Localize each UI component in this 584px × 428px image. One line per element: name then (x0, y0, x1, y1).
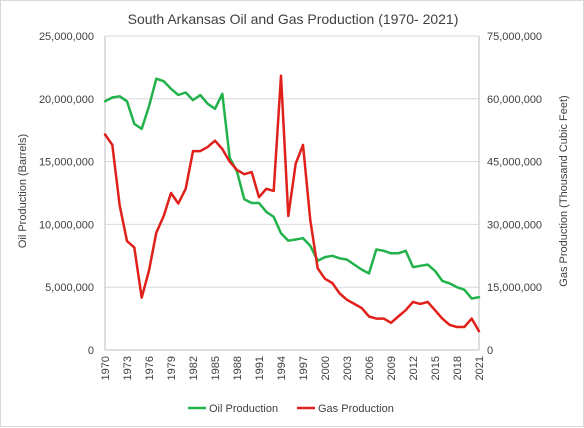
right-tick-label: 15,000,000 (487, 282, 542, 294)
right-tick-label: 60,000,000 (487, 94, 542, 106)
right-axis-ticks: 0 15,000,000 30,000,000 45,000,000 60,000,00… (487, 31, 542, 357)
x-tick-label: 2000 (320, 356, 332, 380)
series-layer (103, 74, 481, 333)
oil-production-line (103, 77, 481, 300)
legend-label-oil: Oil Production (209, 403, 278, 415)
left-axis-label: Oil Production (Barrels) (17, 134, 29, 248)
legend: Oil Production Gas Production (188, 403, 394, 415)
x-tick-label: 1982 (188, 356, 200, 380)
chart-title: South Arkansas Oil and Gas Production (1… (128, 11, 459, 27)
x-tick-label: 1997 (298, 356, 310, 380)
left-tick-label: 0 (88, 345, 94, 357)
right-tick-label: 75,000,000 (487, 31, 542, 43)
left-tick-label: 20,000,000 (39, 94, 94, 106)
right-tick-label: 45,000,000 (487, 157, 542, 169)
x-tick-label: 2015 (430, 356, 442, 380)
right-tick-label: 0 (487, 345, 493, 357)
x-tick-label: 1988 (232, 356, 244, 380)
x-tick-label: 1985 (210, 356, 222, 380)
x-tick-label: 2009 (386, 356, 398, 380)
left-tick-label: 5,000,000 (45, 282, 94, 294)
x-tick-label: 1994 (276, 356, 288, 380)
gas-production-line (103, 74, 481, 333)
x-tick-label: 1970 (100, 356, 112, 380)
x-tick-label: 2003 (342, 356, 354, 380)
left-axis-ticks: 0 5,000,000 10,000,000 15,000,000 20,000,000… (39, 31, 94, 357)
x-tick-label: 1979 (166, 356, 178, 380)
right-axis-label: Gas Production (Thousand Cubic Feet) (558, 95, 570, 286)
x-tick-label: 1976 (144, 356, 156, 380)
x-tick-label: 2006 (364, 356, 376, 380)
left-tick-label: 15,000,000 (39, 157, 94, 169)
x-axis-ticks: 1970 1973 1976 1979 1982 1985 1988 1991 1994 1997… (100, 356, 486, 380)
x-tick-label: 1991 (254, 356, 266, 380)
legend-label-gas: Gas Production (318, 403, 394, 415)
right-tick-label: 30,000,000 (487, 219, 542, 231)
x-tick-label: 1973 (122, 356, 134, 380)
x-tick-label: 2018 (452, 356, 464, 380)
x-tick-label: 2021 (474, 356, 486, 380)
left-tick-label: 10,000,000 (39, 219, 94, 231)
x-tick-label: 2012 (408, 356, 420, 380)
left-tick-label: 25,000,000 (39, 31, 94, 43)
